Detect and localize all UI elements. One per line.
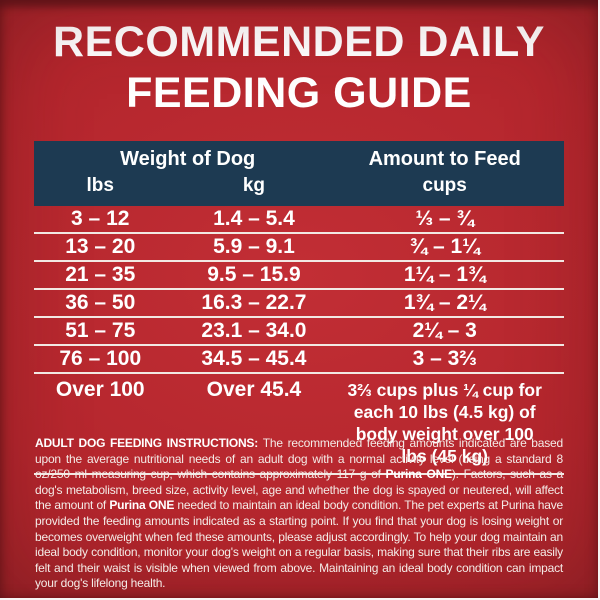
cell-lbs: 3 – 12 <box>71 207 130 230</box>
cell-kg: 5.9 – 9.1 <box>213 235 295 258</box>
column-group-amount-to-feed: Amount to Feed <box>368 148 521 170</box>
cell-kg: 23.1 – 34.0 <box>201 319 307 342</box>
feeding-instructions: ADULT DOG FEEDING INSTRUCTIONS: The reco… <box>35 436 563 592</box>
cell-cups: 3⅔ cups plus ¼ cup for each 10 lbs (4.5 … <box>347 380 542 466</box>
cell-lbs: 13 – 20 <box>65 235 136 258</box>
cell-kg: 34.5 – 45.4 <box>201 347 307 370</box>
cell-lbs: 21 – 35 <box>65 263 136 286</box>
table-row: 21 – 35 9.5 – 15.9 1¼ – 1¾ <box>34 262 564 290</box>
cell-cups: 1¼ – 1¾ <box>403 263 486 286</box>
instructions-text: ). Factors, such as a dog's metabolism, … <box>35 467 563 513</box>
table-header-unit-row: lbs kg cups <box>34 175 564 197</box>
cell-lbs: 51 – 75 <box>65 319 136 342</box>
table-row: 36 – 50 16.3 – 22.7 1¾ – 2¼ <box>34 290 564 318</box>
cell-cups: ¾ – 1¼ <box>409 235 480 258</box>
cell-lbs: Over 100 <box>55 378 145 401</box>
column-header-cups: cups <box>422 175 467 196</box>
column-header-lbs: lbs <box>86 175 114 196</box>
cell-kg: Over 45.4 <box>206 378 302 401</box>
table-row: 3 – 12 1.4 – 5.4 ⅓ – ¾ <box>34 206 564 234</box>
page-title: RECOMMENDED DAILY FEEDING GUIDE <box>0 0 598 119</box>
instructions-text: The recommended feeding amounts indicate… <box>35 436 564 482</box>
cell-kg: 1.4 – 5.4 <box>213 207 295 230</box>
instructions-bold-text: Purina ONE <box>109 498 175 513</box>
instructions-bold-text: ADULT DOG FEEDING INSTRUCTIONS: <box>35 436 263 450</box>
cell-lbs: 36 – 50 <box>65 291 136 314</box>
column-group-weight-of-dog: Weight of Dog <box>120 148 256 170</box>
cell-cups: 3 – 3⅔ <box>412 347 477 370</box>
cell-kg: 9.5 – 15.9 <box>207 263 301 286</box>
table-header-group-row: Weight of Dog Amount to Feed <box>34 148 564 171</box>
column-header-kg: kg <box>242 175 266 196</box>
table-body: 3 – 12 1.4 – 5.4 ⅓ – ¾ 13 – 20 5.9 – 9.1 ¾ – … <box>34 206 564 475</box>
table-row: 51 – 75 23.1 – 34.0 2¼ – 3 <box>34 318 564 346</box>
cell-kg: 16.3 – 22.7 <box>201 291 307 314</box>
cell-cups: 1¾ – 2¼ <box>403 291 486 314</box>
cell-cups: ⅓ – ¾ <box>415 207 474 230</box>
cell-cups: 2¼ – 3 <box>412 319 477 342</box>
table-row: 13 – 20 5.9 – 9.1 ¾ – 1¼ <box>34 234 564 262</box>
instructions-bold-text: Purina ONE <box>385 467 453 482</box>
cell-lbs: 76 – 100 <box>59 347 142 370</box>
table-header: Weight of Dog Amount to Feed lbs kg cups <box>34 141 564 206</box>
page-title-line-1: RECOMMENDED DAILY <box>53 18 545 66</box>
page-title-line-2: FEEDING GUIDE <box>126 69 472 117</box>
table-row: Over 100 Over 45.4 3⅔ cups plus ¼ cup for … <box>34 374 564 475</box>
instructions-text: needed to maintain an ideal body conditi… <box>35 498 563 591</box>
table-row: 76 – 100 34.5 – 45.4 3 – 3⅔ <box>34 346 564 374</box>
feeding-table: Weight of Dog Amount to Feed lbs kg cups… <box>34 141 564 475</box>
